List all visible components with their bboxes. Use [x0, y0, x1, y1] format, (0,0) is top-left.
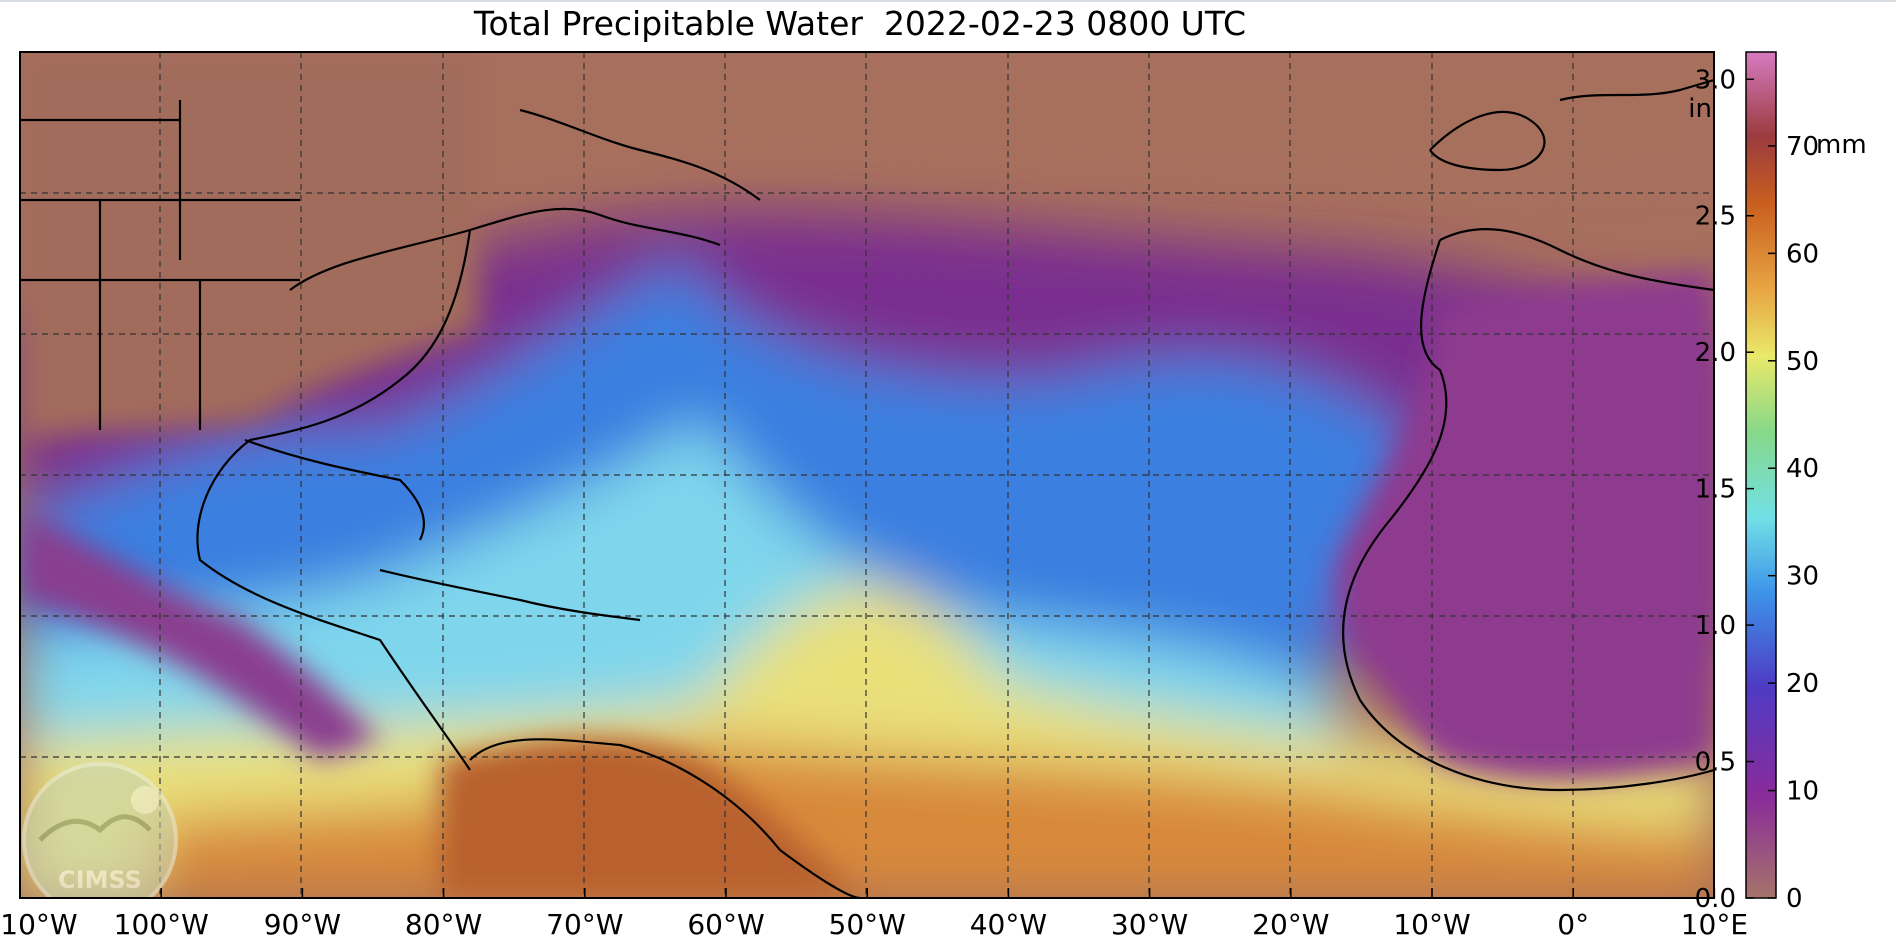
- window-top-border: [0, 0, 1896, 2]
- colorbar-inch-label: 1.0: [1695, 611, 1736, 641]
- x-tick-label: 70°W: [546, 908, 623, 940]
- x-tick-label: 80°W: [405, 908, 482, 940]
- colorbar-inch-unit: in: [1688, 94, 1712, 124]
- x-tick-label: 0°: [1557, 908, 1589, 940]
- colorbar-mm-label: 0: [1786, 884, 1803, 914]
- colorbar-mm-label: 70: [1786, 132, 1819, 162]
- logo-text: CIMSS: [58, 866, 142, 894]
- colorbar-inch-label: 2.0: [1695, 338, 1736, 368]
- colorbar-mm-label: 50: [1786, 347, 1819, 377]
- colorbar: 3.0 2.5 2.0 1.5 1.0 0.5 0.0 70 60 50 40 30 20 10 0 in…: [1688, 51, 1867, 914]
- colorbar-mm-label: 10: [1786, 777, 1819, 807]
- colorbar-inch-label: 3.0: [1695, 65, 1736, 95]
- x-tick-label: 100°W: [114, 908, 209, 940]
- colorbar-mm-label: 60: [1786, 239, 1819, 269]
- tpw-field: CIMSS: [20, 52, 1714, 898]
- x-tick-label: 90°W: [264, 908, 341, 940]
- colorbar-inch-label: 2.5: [1695, 202, 1736, 232]
- colorbar-inch-label: 1.5: [1695, 475, 1736, 505]
- x-tick-label: 10°W: [1393, 908, 1470, 940]
- x-tick-label: 40°W: [970, 908, 1047, 940]
- colorbar-mm-ticks: 70 60 50 40 30 20 10 0: [1768, 132, 1819, 914]
- colorbar-inch-ticks: 3.0 2.5 2.0 1.5 1.0 0.5 0.0: [1695, 65, 1754, 914]
- x-tick-label: 30°W: [1111, 908, 1188, 940]
- colorbar-inch-label: 0.0: [1695, 884, 1736, 914]
- coastlines: [20, 78, 1714, 898]
- x-tick-label: 110°W: [0, 908, 78, 940]
- colorbar-mm-label: 30: [1786, 562, 1819, 592]
- x-axis-ticks: 110°W 100°W 90°W 80°W 70°W 60°W 50°W 40°W 30°W 20…: [0, 888, 1748, 940]
- colorbar-scale: [1745, 51, 1777, 899]
- x-tick-label: 60°W: [687, 908, 764, 940]
- x-tick-label: 20°W: [1252, 908, 1329, 940]
- x-tick-label: 10°E: [1681, 908, 1748, 940]
- colorbar-mm-label: 40: [1786, 454, 1819, 484]
- x-tick-label: 50°W: [829, 908, 906, 940]
- colorbar-mm-unit: mm: [1816, 130, 1867, 160]
- colorbar-mm-label: 20: [1786, 669, 1819, 699]
- cimss-logo: CIMSS: [22, 762, 178, 898]
- page-title: Total Precipitable Water 2022-02-23 0800…: [473, 4, 1247, 43]
- colorbar-inch-label: 0.5: [1695, 748, 1736, 778]
- map-gridlines: [20, 52, 1714, 898]
